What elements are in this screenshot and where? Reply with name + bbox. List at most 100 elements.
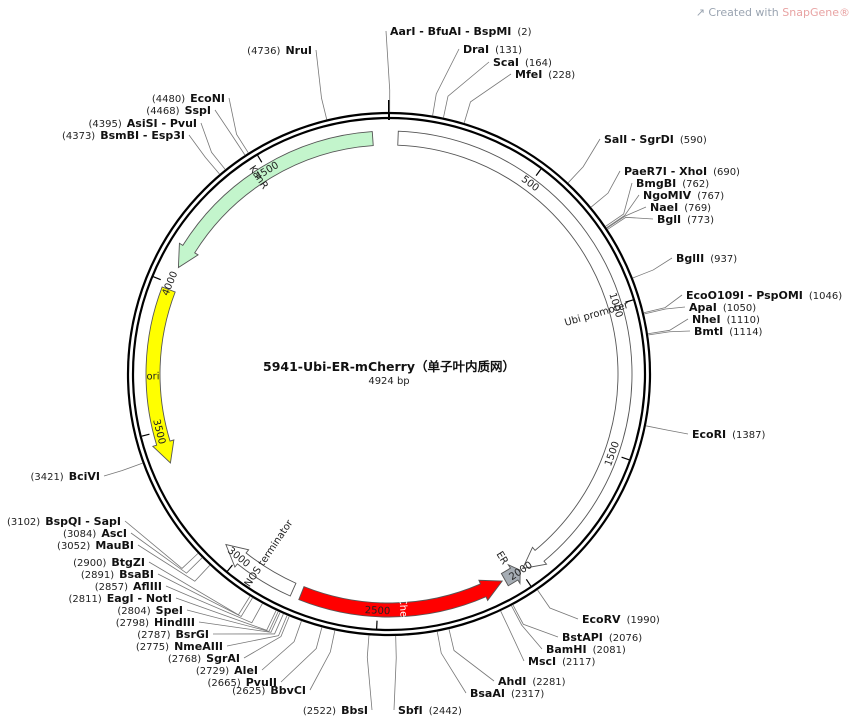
watermark-prefix: Created with xyxy=(708,6,783,19)
site-name: NruI xyxy=(285,44,312,57)
site-leader-line xyxy=(175,597,277,631)
site-leader-line xyxy=(436,631,467,694)
site-leader-line xyxy=(500,610,525,662)
site-name: AhdI xyxy=(498,675,526,688)
restriction-site: ApaI (1050) xyxy=(689,301,756,314)
site-leader-line xyxy=(443,61,490,118)
site-position: (2768) xyxy=(168,654,201,665)
site-name: BamHI xyxy=(546,643,587,656)
tick-mark xyxy=(257,155,263,163)
site-leader-line xyxy=(366,635,373,711)
restriction-site: EcoRI (1387) xyxy=(692,428,766,441)
site-position: (2625) xyxy=(232,686,265,697)
site-leader-line xyxy=(607,216,654,230)
site-position: (2775) xyxy=(136,642,169,653)
site-leader-line xyxy=(537,589,579,620)
restriction-site: SalI - SgrDI (590) xyxy=(604,133,707,146)
restriction-site: NmeAIII (2775) xyxy=(136,640,223,653)
site-leader-line xyxy=(590,170,621,208)
restriction-site: BspQI - SapI (3102) xyxy=(7,515,121,528)
site-leader-line xyxy=(647,318,689,335)
site-position: (4395) xyxy=(89,119,122,130)
feature-label: ori xyxy=(146,371,159,382)
restriction-site: AscI (3084) xyxy=(63,527,127,540)
restriction-site: BglII (937) xyxy=(676,252,737,265)
site-position: (4736) xyxy=(247,46,280,57)
site-name: HindIII xyxy=(154,616,195,629)
site-name: BstAPI xyxy=(562,631,603,644)
restriction-site: AhdI (2281) xyxy=(498,675,566,688)
restriction-site: EcoRV (1990) xyxy=(582,613,660,626)
site-name: MauBI xyxy=(95,539,134,552)
site-name: SgrAI xyxy=(206,652,240,665)
site-position: (1387) xyxy=(732,430,765,441)
site-leader-line xyxy=(385,30,391,113)
site-position: (2804) xyxy=(117,606,150,617)
site-leader-line xyxy=(226,615,288,647)
site-name: ApaI xyxy=(689,301,717,314)
site-name: BmtI xyxy=(694,325,723,338)
site-name: AleI xyxy=(234,664,258,677)
site-leader-line xyxy=(567,138,601,184)
site-name: EcoRV xyxy=(582,613,621,626)
site-leader-line xyxy=(643,306,686,315)
site-position: (4480) xyxy=(152,94,185,105)
site-name: AsiSI - PvuI xyxy=(127,117,197,130)
site-name: NheI xyxy=(692,313,721,326)
site-position: (769) xyxy=(684,203,711,214)
site-leader-line xyxy=(212,613,284,635)
site-leader-line xyxy=(200,122,226,170)
restriction-site: BstAPI (2076) xyxy=(562,631,642,644)
site-leader-line xyxy=(632,257,673,279)
site-position: (4373) xyxy=(62,131,95,142)
site-name: BglI xyxy=(657,213,681,226)
restriction-site: AsiSI - PvuI (4395) xyxy=(89,117,198,130)
restriction-site: BciVI (3421) xyxy=(30,470,100,483)
site-position: (164) xyxy=(525,58,552,69)
site-leader-line xyxy=(214,109,246,156)
restriction-site: BmtI (1114) xyxy=(694,325,763,338)
site-position: (2442) xyxy=(429,706,462,717)
site-position: (762) xyxy=(682,179,709,190)
site-name: EagI - NotI xyxy=(107,592,172,605)
site-name: NmeAIII xyxy=(174,640,223,653)
site-name: BsrGI xyxy=(176,628,209,641)
site-name: AscI xyxy=(101,527,127,540)
restriction-site: EcoO109I - PspOMI (1046) xyxy=(686,289,842,302)
site-position: (2522) xyxy=(303,706,336,717)
site-name: MscI xyxy=(528,655,556,668)
site-name: BsmBI - Esp3I xyxy=(100,129,185,142)
restriction-site: EagI - NotI (2811) xyxy=(68,592,172,605)
site-leader-line xyxy=(165,585,263,624)
feature-arrow xyxy=(397,130,633,570)
restriction-site: BbvCI (2625) xyxy=(232,684,306,697)
site-leader-line xyxy=(309,630,336,691)
site-position: (2798) xyxy=(116,618,149,629)
site-position: (1990) xyxy=(627,615,660,626)
site-leader-line xyxy=(463,73,512,124)
tick-mark xyxy=(226,564,233,572)
site-leader-line xyxy=(605,182,633,227)
restriction-site: BglI (773) xyxy=(657,213,714,226)
restriction-site: NheI (1110) xyxy=(692,313,760,326)
restriction-site: MfeI (228) xyxy=(515,68,575,81)
site-position: (3052) xyxy=(57,541,90,552)
site-position: (2811) xyxy=(68,594,101,605)
restriction-site: SgrAI (2768) xyxy=(168,652,240,665)
site-leader-line xyxy=(261,620,302,671)
restriction-site: BsmBI - Esp3I (4373) xyxy=(62,129,185,142)
site-position: (773) xyxy=(687,215,714,226)
site-leader-line xyxy=(280,627,323,683)
site-leader-line xyxy=(228,97,249,154)
site-leader-line xyxy=(137,544,211,582)
tick-mark xyxy=(535,168,542,176)
site-position: (4468) xyxy=(146,106,179,117)
site-name: BbsI xyxy=(341,704,368,717)
site-name: BtgZI xyxy=(111,556,145,569)
site-name: DraI xyxy=(463,43,489,56)
restriction-site: AflIII (2857) xyxy=(95,580,162,593)
feature-label: mCherry xyxy=(396,588,410,632)
site-name: EcoRI xyxy=(692,428,726,441)
